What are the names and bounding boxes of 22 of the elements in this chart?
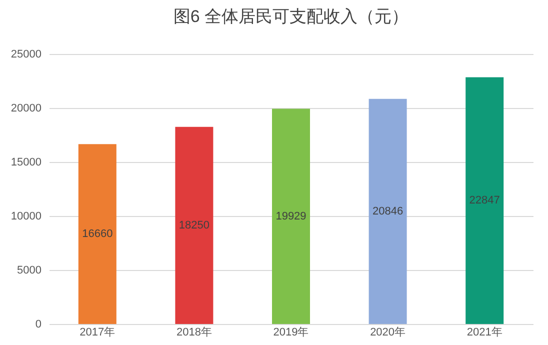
data-label: 22847 <box>469 194 500 207</box>
chart-title: 图6 全体居民可支配收入（元） <box>173 7 409 26</box>
data-label: 16660 <box>82 228 113 240</box>
bar <box>466 77 504 324</box>
y-tick-label: 15000 <box>10 156 42 168</box>
x-tick-label: 2019年 <box>273 326 309 338</box>
x-tick-label: 2021年 <box>466 326 502 338</box>
y-tick-label: 5000 <box>17 264 42 276</box>
y-tick-label: 20000 <box>10 102 42 114</box>
data-label: 20846 <box>372 205 404 218</box>
y-tick-label: 0 <box>35 318 42 330</box>
x-tick-label: 2017年 <box>80 326 116 338</box>
bar <box>272 108 310 324</box>
y-tick-label: 25000 <box>10 48 42 60</box>
bar <box>368 98 407 324</box>
x-tick-label: 2020年 <box>370 326 406 338</box>
y-tick-label: 10000 <box>10 210 42 222</box>
bar <box>175 126 214 324</box>
x-tick-label: 2018年 <box>176 326 212 338</box>
bar <box>78 144 116 324</box>
data-label: 19929 <box>276 210 306 222</box>
data-label: 18250 <box>178 219 210 232</box>
